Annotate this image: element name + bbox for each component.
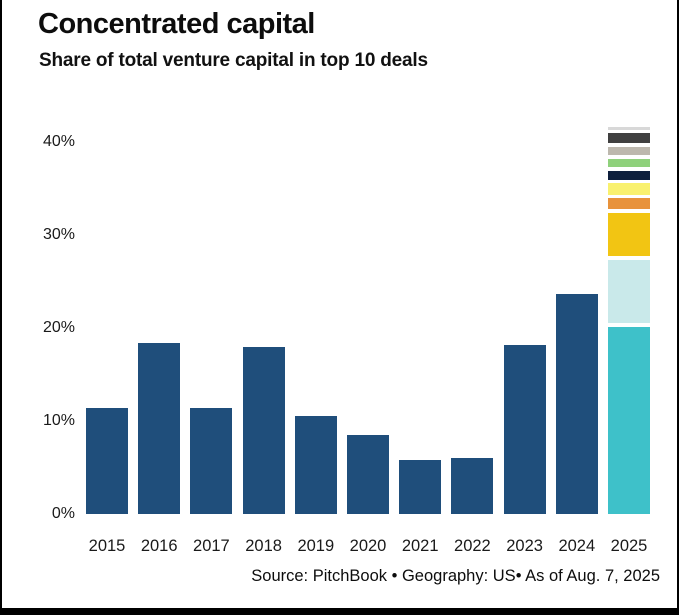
x-axis-label-2017: 2017 xyxy=(193,537,230,555)
y-tick-label-20: 20% xyxy=(42,318,75,336)
bar-2015 xyxy=(86,407,128,515)
bar-2016 xyxy=(138,343,181,515)
bar-2018 xyxy=(242,347,285,515)
stacked-bar-2025-segment-4-orange xyxy=(608,198,650,210)
x-axis-label-2024: 2024 xyxy=(558,537,596,555)
left-border xyxy=(0,0,2,615)
x-axis-label-2020: 2020 xyxy=(349,537,387,555)
y-tick-label-0: 0% xyxy=(51,504,75,522)
y-tick-label-40: 40% xyxy=(42,132,75,150)
bar-2023 xyxy=(503,345,546,515)
x-axis-label-2021: 2021 xyxy=(401,537,439,555)
y-tick-label-30: 30% xyxy=(42,225,75,243)
right-border xyxy=(677,0,679,615)
bar-2019 xyxy=(294,415,337,515)
x-axis-label-2025: 2025 xyxy=(610,537,648,555)
stacked-bar-2025-segment-2-pale-blue xyxy=(608,259,650,324)
page-title: Concentrated capital xyxy=(38,8,315,40)
stacked-bar-2025-segment-5-yellow xyxy=(608,183,650,195)
x-axis-label-2018: 2018 xyxy=(245,537,282,555)
page-subtitle: Share of total venture capital in top 10… xyxy=(39,50,428,71)
x-axis-label-2022: 2022 xyxy=(454,537,491,555)
bar-2024 xyxy=(555,294,598,515)
x-axis-label-2023: 2023 xyxy=(506,537,543,555)
stacked-bar-2025-segment-9-charcoal xyxy=(608,133,650,144)
bar-2020 xyxy=(347,434,389,515)
bar-2021 xyxy=(399,459,442,515)
source-note: Source: PitchBook • Geography: US• As of… xyxy=(251,567,660,585)
stacked-bar-2025-segment-10-light-gray xyxy=(608,126,650,130)
stacked-bar-2025-segment-3-gold xyxy=(608,212,650,257)
x-axis-label-2019: 2019 xyxy=(297,537,335,555)
bar-2022 xyxy=(451,457,494,515)
bar-2017 xyxy=(190,408,233,515)
x-axis-label-2015: 2015 xyxy=(88,537,126,555)
stacked-bar-2025-segment-1-teal xyxy=(608,326,650,515)
stacked-bar-2025-segment-6-navy xyxy=(608,170,650,180)
x-axis-label-2016: 2016 xyxy=(140,537,178,555)
stacked-bar-2025-segment-8-taupe xyxy=(608,146,650,156)
y-tick-label-10: 10% xyxy=(42,411,75,429)
bottom-bar xyxy=(0,608,679,615)
stacked-bar-2025-segment-7-green xyxy=(608,158,650,168)
